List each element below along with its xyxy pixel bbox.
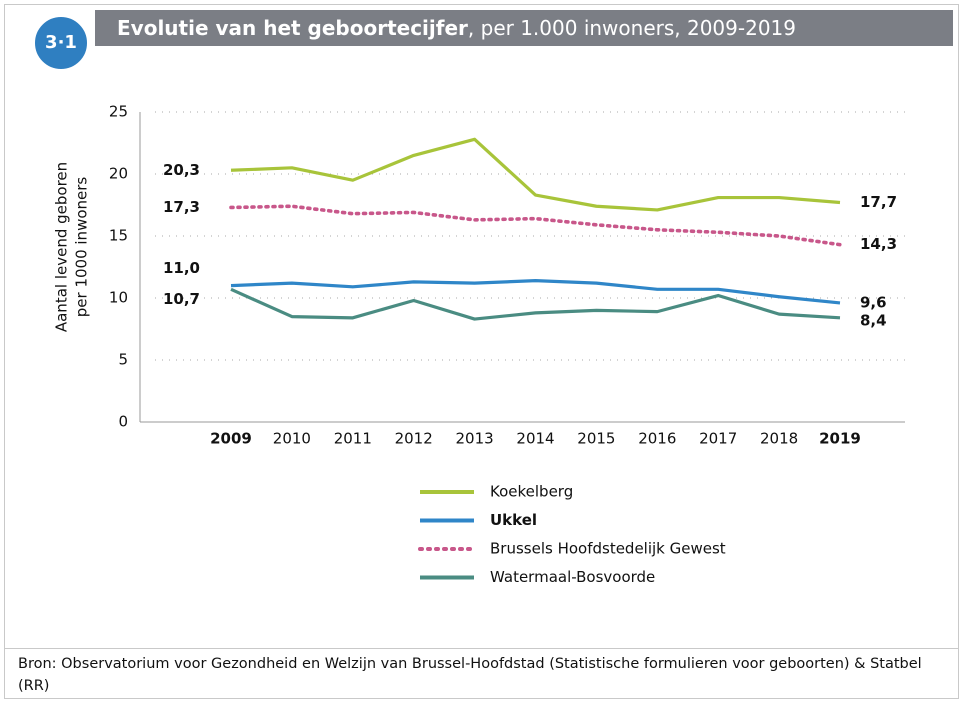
x-tick-label: 2010 bbox=[273, 430, 311, 448]
value-label: 20,3 bbox=[163, 161, 200, 179]
value-label: 17,3 bbox=[163, 198, 200, 216]
chart: Aantal levend geboren per 1000 inwoners 0 5… bbox=[53, 103, 905, 586]
value-label: 11,0 bbox=[163, 259, 200, 277]
frame bbox=[4, 4, 959, 699]
value-label: 10,7 bbox=[163, 290, 200, 308]
value-label: 14,3 bbox=[860, 235, 897, 253]
value-label: 17,7 bbox=[860, 193, 897, 211]
x-tick-label: 2009 bbox=[210, 430, 252, 448]
y-tick-label: 10 bbox=[109, 289, 128, 307]
series-line bbox=[230, 287, 841, 321]
y-tick-label: 0 bbox=[118, 413, 128, 431]
y-tick-label: 25 bbox=[109, 103, 128, 121]
series-line bbox=[229, 204, 842, 247]
x-tick-label: 2016 bbox=[638, 430, 676, 448]
y-tick-label: 15 bbox=[109, 227, 128, 245]
value-label: 9,6 bbox=[860, 293, 887, 311]
value-label: 8,4 bbox=[860, 311, 887, 329]
x-tick-label: 2013 bbox=[456, 430, 494, 448]
x-tick-label: 2017 bbox=[699, 430, 737, 448]
x-tick-label: 2011 bbox=[334, 430, 372, 448]
badge: 3·1 bbox=[32, 14, 90, 72]
series-line bbox=[230, 137, 841, 212]
x-tick-label: 2019 bbox=[819, 430, 861, 448]
title: Evolutie van het geboortecijfer bbox=[117, 16, 468, 40]
legend-label: Brussels Hoofdstedelijk Gewest bbox=[490, 540, 726, 558]
legend-label: Watermaal-Bosvoorde bbox=[490, 568, 655, 586]
legend-label: Koekelberg bbox=[490, 483, 573, 501]
x-tick-label: 2014 bbox=[516, 430, 554, 448]
x-tick-label: 2015 bbox=[577, 430, 615, 448]
y-axis-label: Aantal levend geboren bbox=[53, 162, 71, 332]
x-tick-label: 2012 bbox=[395, 430, 433, 448]
header: Evolutie van het geboortecijfer, per 1.0… bbox=[95, 10, 953, 46]
y-axis-label: per 1000 inwoners bbox=[73, 177, 91, 318]
source: Bron: Observatorium voor Gezondheid en W… bbox=[4, 648, 959, 699]
series-line bbox=[230, 279, 841, 305]
legend-label: Ukkel bbox=[490, 511, 537, 529]
y-tick-label: 5 bbox=[118, 351, 128, 369]
y-tick-label: 20 bbox=[109, 165, 128, 183]
subtitle: , per 1.000 inwoners, 2009-2019 bbox=[467, 16, 796, 40]
x-tick-label: 2018 bbox=[760, 430, 798, 448]
